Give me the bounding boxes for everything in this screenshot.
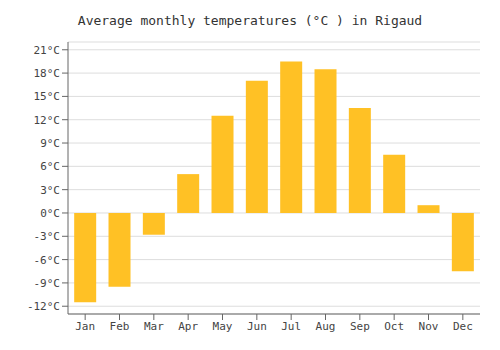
svg-text:21°C: 21°C	[34, 44, 61, 57]
svg-text:-12°C: -12°C	[27, 300, 60, 313]
svg-text:9°C: 9°C	[40, 137, 60, 150]
svg-text:Apr: Apr	[178, 320, 198, 333]
svg-text:-6°C: -6°C	[34, 254, 61, 267]
svg-text:Sep: Sep	[350, 320, 370, 333]
html-text:Average monthly temperatures (: Average monthly temperatures (°C ) in Ri…	[77, 13, 423, 28]
svg-text:12°C: 12°C	[34, 114, 61, 127]
svg-text:Nov: Nov	[419, 320, 439, 333]
svg-text:-3°C: -3°C	[34, 230, 61, 243]
svg-text:Jul: Jul	[281, 320, 301, 333]
svg-text:Jan: Jan	[75, 320, 95, 333]
svg-text:May: May	[213, 320, 233, 333]
svg-text:18°C: 18°C	[34, 67, 61, 80]
svg-text:0°C: 0°C	[40, 207, 60, 220]
svg-text:3°C: 3°C	[40, 184, 60, 197]
svg-text:15°C: 15°C	[34, 90, 61, 103]
svg-text:6°C: 6°C	[40, 160, 60, 173]
svg-text:Dec: Dec	[453, 320, 473, 333]
svg-text:Aug: Aug	[316, 320, 336, 333]
svg-text:Feb: Feb	[110, 320, 130, 333]
svg-text:-9°C: -9°C	[34, 277, 61, 290]
svg-text:Oct: Oct	[384, 320, 404, 333]
svg-text:Mar: Mar	[144, 320, 164, 333]
svg-text:Jun: Jun	[247, 320, 267, 333]
